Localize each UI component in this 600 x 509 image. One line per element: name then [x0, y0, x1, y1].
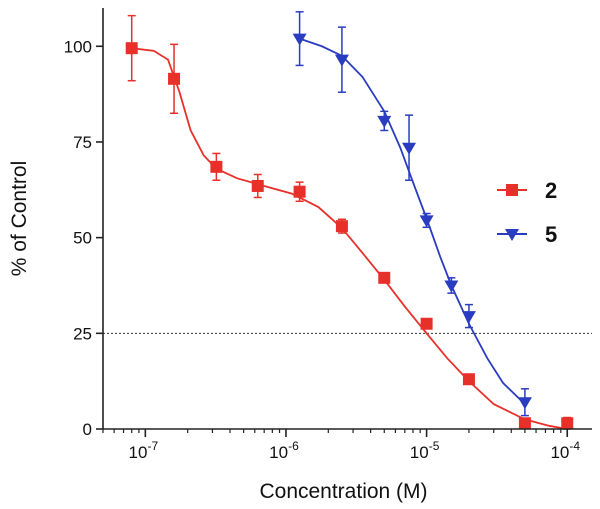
data-point: [335, 220, 348, 233]
data-point: [251, 179, 264, 192]
y-tick-label: 50: [73, 229, 92, 248]
data-point: [377, 115, 392, 128]
data-point: [419, 215, 434, 228]
y-axis-title: % of Control: [8, 161, 31, 277]
series-5: [292, 11, 532, 417]
x-tick-label: 10-4: [550, 439, 580, 462]
y-tick-label: 75: [73, 133, 92, 152]
data-point: [402, 142, 417, 155]
legend-item-2: 2: [497, 178, 557, 203]
x-tick-label: 10-7: [129, 439, 159, 462]
x-axis-title: Concentration (M): [259, 480, 427, 503]
data-point: [334, 54, 349, 67]
data-point: [444, 280, 459, 293]
x-tick-label: 10-5: [410, 439, 440, 462]
data-point: [378, 271, 391, 284]
data-point: [210, 160, 223, 173]
data-point: [420, 317, 433, 330]
y-tick-label: 0: [83, 420, 92, 439]
series-2: [125, 14, 574, 430]
data-point: [462, 373, 475, 386]
legend-marker: [506, 184, 518, 196]
data-point: [125, 42, 138, 55]
y-tick-label: 25: [73, 324, 92, 343]
legend-marker: [505, 229, 519, 241]
legend-item-5: 5: [497, 222, 557, 247]
data-point: [461, 311, 476, 324]
fit-curve-2: [131, 47, 568, 430]
data-point: [168, 72, 181, 85]
data-point: [293, 185, 306, 198]
data-point: [292, 33, 307, 46]
data-point: [517, 397, 532, 410]
data-point: [518, 417, 531, 430]
legend-label: 5: [545, 222, 557, 247]
data-point: [561, 417, 574, 430]
x-tick-label: 10-6: [269, 439, 299, 462]
legend-label: 2: [545, 178, 557, 203]
y-tick-label: 100: [64, 37, 92, 56]
